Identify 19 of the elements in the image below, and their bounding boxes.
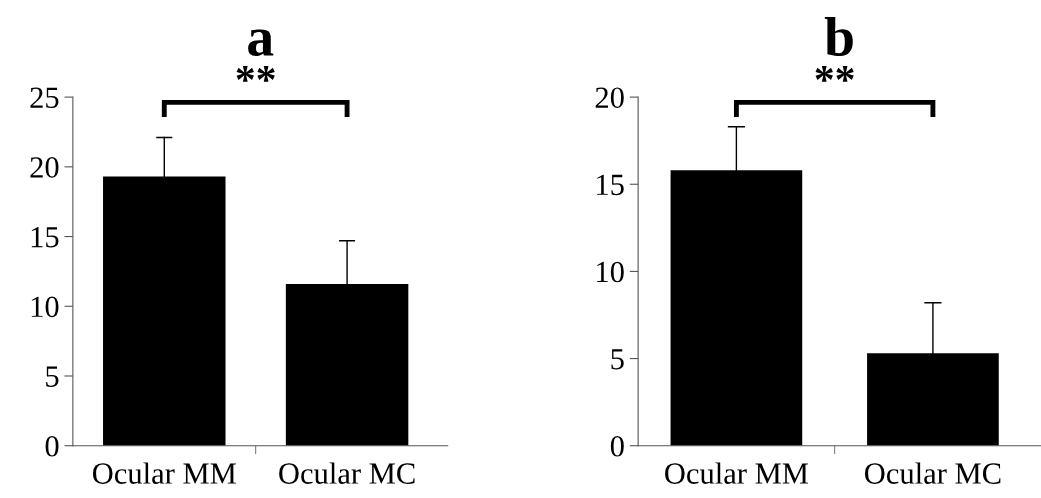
- chart-title: a: [248, 29, 274, 56]
- y-tick-label: 25: [30, 87, 59, 109]
- y-tick-label: 20: [30, 157, 59, 178]
- text: **: [236, 65, 275, 82]
- y-tick-label: 5: [611, 349, 624, 370]
- y-tick-label: 15: [31, 226, 59, 248]
- y-tick-label: 0: [610, 435, 624, 457]
- chart-title: b: [824, 16, 853, 56]
- y-tick-label: 0: [45, 435, 59, 457]
- x-tick-label: Ocular MC: [279, 462, 415, 484]
- x-tick-label: Ocular MM: [665, 462, 809, 484]
- y-tick-label: 20: [595, 87, 624, 109]
- x-tick-label: Ocular MC: [865, 462, 1001, 484]
- x-tick-label: Ocular MM: [92, 462, 236, 484]
- y-tick-label: 15: [597, 174, 624, 196]
- y-tick-label: 10: [31, 296, 59, 318]
- y-tick-label: 10: [597, 261, 624, 283]
- text: **: [815, 65, 854, 82]
- y-tick-label: 5: [46, 366, 59, 387]
